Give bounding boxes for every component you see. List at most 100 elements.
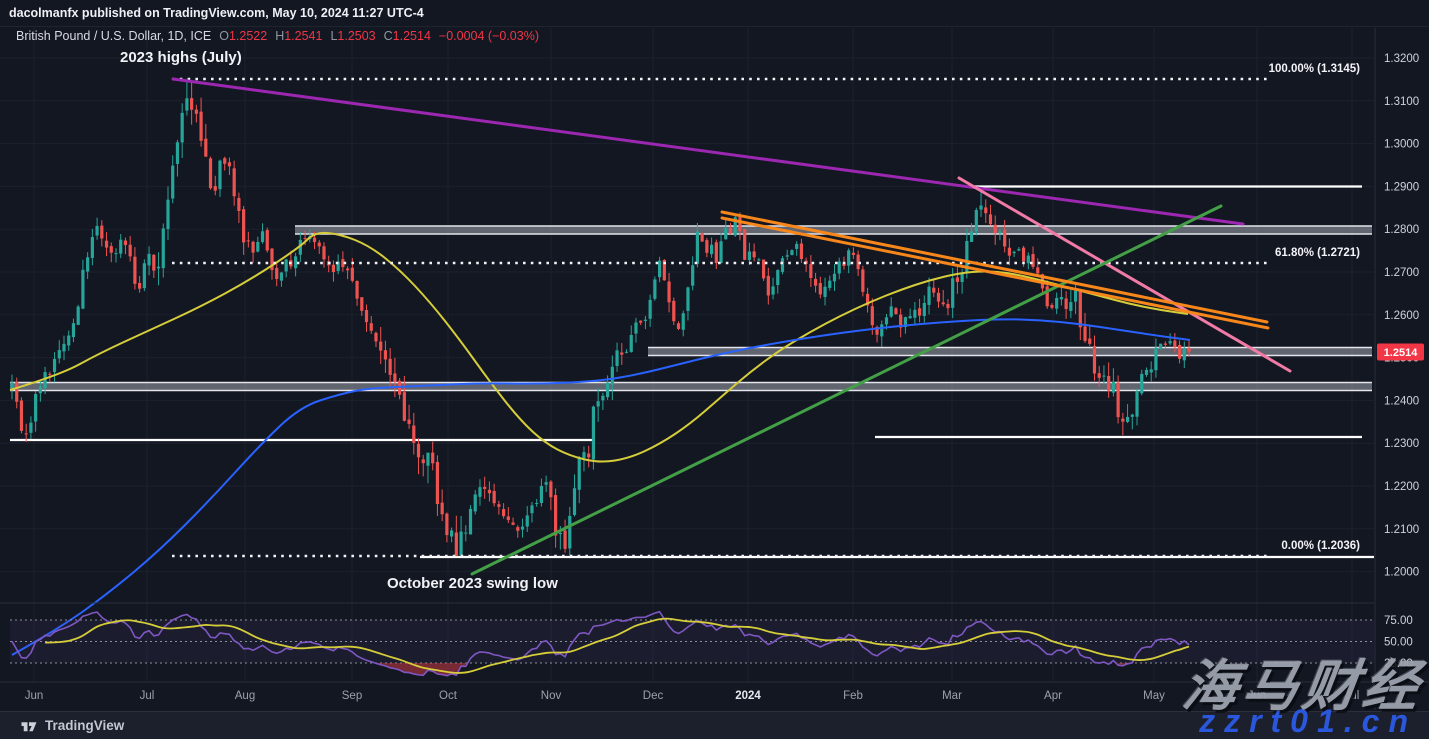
candle-body: [142, 263, 146, 289]
candle-body: [525, 515, 529, 527]
candle-body: [539, 486, 544, 504]
candle-body: [667, 281, 671, 303]
candle-body: [1003, 229, 1007, 247]
candle-body: [360, 297, 364, 311]
tradingview-logo-icon[interactable]: [20, 717, 38, 735]
sr-zone[interactable]: [648, 347, 1372, 356]
candle-body: [936, 292, 941, 302]
slow-ma-blue[interactable]: [11, 318, 1191, 656]
candle-body: [1078, 289, 1082, 328]
candle-body: [615, 350, 619, 366]
candle-body: [1050, 305, 1054, 308]
sr-zone[interactable]: [10, 382, 1372, 391]
candle-body: [445, 513, 449, 536]
rsi-line[interactable]: [11, 610, 1190, 677]
candle-body: [544, 482, 548, 485]
candle-body: [662, 259, 666, 281]
candle-body: [303, 238, 307, 240]
candle-body: [10, 382, 14, 390]
orange-channel-upper[interactable]: [720, 210, 1269, 324]
candle-body: [785, 255, 789, 257]
change-value: −0.0004 (−0.03%): [438, 29, 539, 43]
candle-body: [993, 224, 997, 234]
rsi-ma-line[interactable]: [45, 617, 1190, 674]
symbol-title[interactable]: British Pound / U.S. Dollar, 1D, ICE: [16, 29, 212, 43]
price-axis-label: 1.3100: [1384, 96, 1419, 108]
candle-body: [1159, 343, 1163, 349]
candle-body: [809, 264, 813, 278]
candle-body: [166, 199, 170, 229]
candle-body: [34, 394, 38, 422]
candle-body: [554, 495, 558, 536]
candle-body: [1083, 326, 1087, 341]
candle-body: [932, 287, 936, 293]
candle-body: [766, 275, 770, 296]
orange-channel-lower[interactable]: [720, 216, 1270, 330]
candle-body: [468, 508, 473, 535]
candle-body: [624, 351, 629, 353]
candle-body: [634, 322, 638, 334]
last-price-badge[interactable]: [1377, 343, 1424, 361]
symbol-header[interactable]: British Pound / U.S. Dollar, 1D, ICE O1.2…: [16, 29, 539, 45]
ohlc-key: L: [330, 29, 338, 43]
candle-body: [908, 316, 912, 319]
price-axis-label: 1.3200: [1384, 53, 1419, 65]
candle-body: [884, 317, 889, 325]
price-axis-label: 1.2900: [1384, 181, 1419, 193]
candle-body: [917, 308, 922, 316]
last-price-badge-text: 1.2514: [1384, 347, 1419, 359]
candle-body: [161, 228, 165, 269]
candle-body: [100, 225, 104, 239]
candle-body: [733, 217, 737, 236]
sr-zone[interactable]: [295, 226, 1372, 234]
time-axis-label: Jun: [25, 690, 44, 702]
candle-body: [653, 279, 657, 299]
candle-body: [648, 299, 652, 319]
candle-body: [464, 532, 468, 534]
candle-body: [402, 392, 406, 421]
price-axis-label: 1.2100: [1384, 524, 1419, 536]
candle-body: [232, 168, 236, 197]
candle-body: [312, 237, 317, 243]
candle-body: [459, 531, 463, 556]
candle-body: [799, 243, 804, 260]
time-axis-label: Sep: [342, 690, 362, 702]
green-ascending[interactable]: [470, 204, 1223, 576]
candle-body: [847, 250, 851, 266]
candle-body: [223, 158, 227, 164]
time-axis-label: Jul: [140, 690, 155, 702]
tradingview-brand-text[interactable]: TradingView: [45, 718, 125, 733]
candle-body: [790, 250, 794, 255]
candle-body: [903, 317, 908, 328]
candle-body: [1102, 375, 1106, 377]
candle-body: [969, 231, 974, 242]
candle-body: [1031, 254, 1035, 267]
time-axis-label: Feb: [843, 690, 863, 702]
candle-body: [842, 263, 846, 267]
candle-body: [1017, 249, 1021, 251]
candle-body: [199, 111, 203, 141]
candle-body: [48, 373, 52, 375]
annotation-october-low[interactable]: October 2023 swing low: [387, 575, 558, 592]
watermark-url: zzrt01.cn: [1199, 703, 1417, 739]
price-axis-label: 1.2800: [1384, 224, 1419, 236]
pink-descending[interactable]: [957, 176, 1292, 373]
time-axis-label: Dec: [643, 690, 664, 702]
candle-body: [393, 373, 397, 382]
candle-body: [388, 358, 392, 375]
candle-body: [1069, 302, 1073, 311]
candle-body: [1088, 338, 1092, 344]
candle-body: [875, 326, 879, 335]
fib-level-label: 0.00% (1.2036): [1281, 540, 1360, 552]
candle-body: [364, 310, 369, 323]
purple-descending[interactable]: [171, 77, 1245, 226]
candle-body: [275, 267, 279, 279]
candle-body: [251, 241, 255, 253]
candle-body: [738, 216, 742, 232]
candle-body: [714, 242, 718, 264]
candle-body: [450, 530, 454, 537]
candle-body: [331, 264, 336, 273]
annotation-2023-highs[interactable]: 2023 highs (July): [120, 49, 242, 66]
candle-body: [71, 323, 76, 338]
